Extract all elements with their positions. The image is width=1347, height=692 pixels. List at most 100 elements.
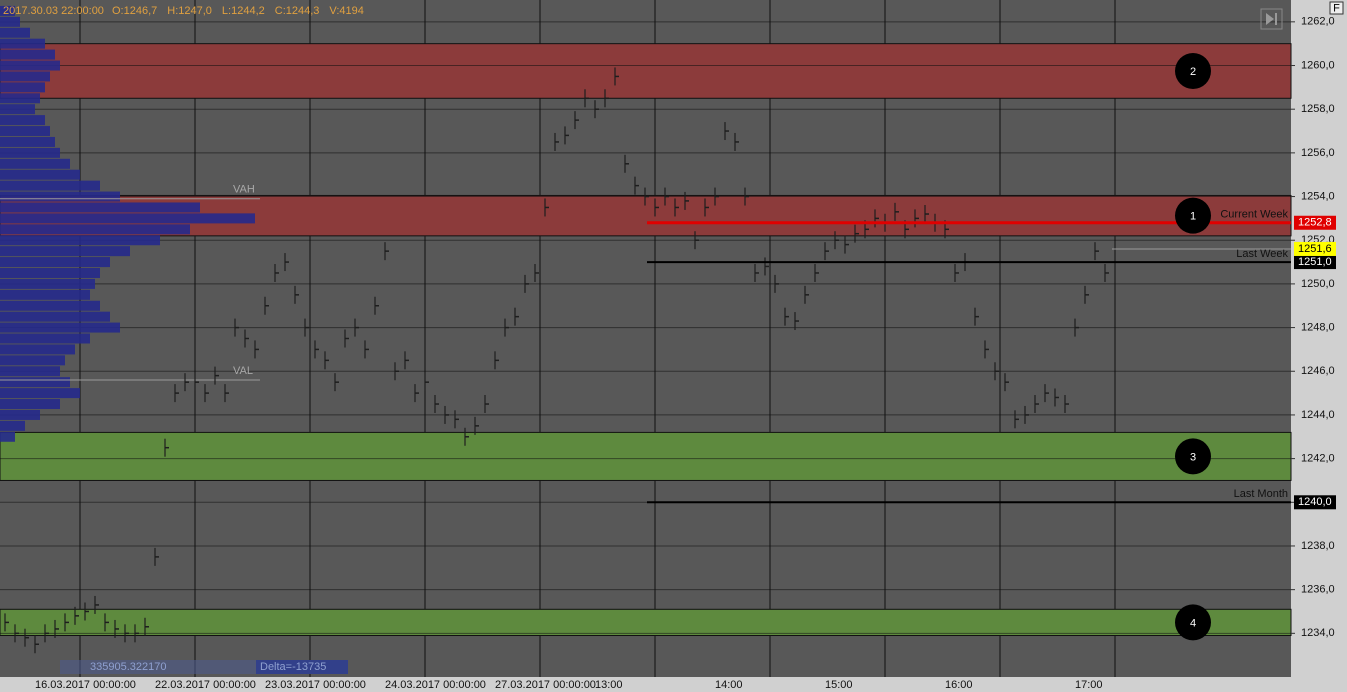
level-tag-label: 1251,0 [1298, 256, 1332, 268]
level-name: Last Week [1236, 248, 1288, 260]
profile-bar [0, 257, 110, 268]
y-tick-label: 1246,0 [1301, 365, 1335, 377]
profile-bar [0, 246, 130, 257]
zone-marker [1175, 197, 1211, 234]
info-label: O:1246,7 [112, 5, 157, 17]
x-tick-label: 16:00 [945, 679, 973, 691]
profile-bar [0, 5, 15, 16]
profile-bar [0, 27, 30, 38]
current-price-label: 1251,6 [1298, 243, 1332, 255]
f-button[interactable] [1329, 1, 1344, 15]
zone-label: 4 [1190, 617, 1196, 629]
zone [0, 43, 1292, 99]
profile-bar [0, 289, 90, 300]
y-axis-bg [1291, 0, 1347, 692]
profile-bar [0, 180, 100, 191]
profile-bar [0, 431, 15, 442]
profile-bar [0, 169, 80, 180]
y-tick-label: 1234,0 [1301, 627, 1335, 639]
level-tag-label: 1252,8 [1298, 217, 1332, 229]
info-label: C:1244,3 [275, 5, 320, 17]
profile-bar [0, 355, 65, 366]
profile-bar [0, 224, 190, 235]
profile-bar [0, 158, 70, 169]
profile-bar [0, 311, 110, 322]
profile-bar [0, 267, 100, 278]
x-axis-bg [0, 677, 1291, 692]
x-tick-label: 23.03.2017 00:00:00 [265, 679, 366, 691]
profile-bar [0, 344, 75, 355]
profile-bar [0, 38, 45, 49]
info-label: L:1244,2 [222, 5, 265, 17]
header-date: 2017.30.03 22:00:00 [3, 5, 104, 17]
profile-bar [0, 300, 100, 311]
profile-bar [0, 322, 120, 333]
info-label: V:4194 [329, 5, 363, 17]
x-tick-label: 15:00 [825, 679, 853, 691]
level-tag-label: 1240,0 [1298, 496, 1332, 508]
profile-bar [0, 202, 200, 213]
footer-label: 335905.322170 [90, 661, 166, 673]
y-tick-label: 1248,0 [1301, 321, 1335, 333]
zone-marker [1175, 52, 1211, 89]
layers: VAH VAL Current Week Last Week Last Month 2 1 3… [0, 5, 1292, 674]
profile-bar [0, 388, 80, 399]
y-tick-label: 1250,0 [1301, 278, 1335, 290]
profile-bar [0, 366, 60, 377]
profile-bar [0, 71, 50, 82]
zone-label: 3 [1190, 451, 1196, 463]
value-area-label: VAL [233, 365, 253, 377]
footer-box [256, 660, 348, 674]
x-tick-label: 24.03.2017 00:00:00 [385, 679, 486, 691]
x-tick-label: 17:00 [1075, 679, 1103, 691]
profile-bar [0, 126, 50, 137]
profile-bar [0, 191, 120, 202]
profile-bar [0, 213, 255, 224]
zone-marker [1175, 604, 1211, 641]
footer-box [60, 660, 256, 674]
profile-bar [0, 278, 95, 289]
y-tick-label: 1238,0 [1301, 540, 1335, 552]
profile-bar [0, 333, 90, 344]
level-tag [1294, 495, 1336, 510]
y-tick-label: 1236,0 [1301, 584, 1335, 596]
plot-bg [0, 0, 1291, 677]
level-name: Last Month [1234, 488, 1288, 500]
footer-label: Delta=-13735 [260, 661, 326, 673]
y-tick-label: 1256,0 [1301, 147, 1335, 159]
x-tick-label: 14:00 [715, 679, 743, 691]
profile-bar [0, 235, 160, 246]
play-button[interactable] [1260, 8, 1283, 30]
profile-bar [0, 377, 70, 388]
profile-bar [0, 409, 40, 420]
play-icon [1266, 13, 1277, 25]
profile-bar [0, 104, 35, 115]
x-tick-label: 22.03.2017 00:00:00 [155, 679, 256, 691]
profile-bar [0, 136, 55, 147]
y-tick-label: 1258,0 [1301, 103, 1335, 115]
profile-bar [0, 49, 55, 60]
x-tick-label: 27.03.2017 00:00:00 [495, 679, 596, 691]
y-tick-label: 1262,0 [1301, 16, 1335, 28]
x-tick-label: 16.03.2017 00:00:00 [35, 679, 136, 691]
y-tick-label: 1260,0 [1301, 59, 1335, 71]
level-tag [1294, 255, 1336, 270]
y-tick-label: 1242,0 [1301, 453, 1335, 465]
y-tick-label: 1244,0 [1301, 409, 1335, 421]
current-price-tag [1294, 241, 1336, 256]
info-label: H:1247,0 [167, 5, 212, 17]
y-tick-label: 1254,0 [1301, 190, 1335, 202]
value-area-label: VAH [233, 184, 255, 196]
profile-bar [0, 93, 40, 104]
profile-bar [0, 60, 60, 71]
zone-marker [1175, 438, 1211, 475]
x-tick-label: 13:00 [595, 679, 623, 691]
zone [0, 431, 1292, 481]
profile-bar [0, 82, 45, 93]
f-label: F [1333, 2, 1340, 14]
zone-label: 2 [1190, 66, 1196, 78]
profile-bar [0, 115, 45, 126]
profile-bar [0, 420, 25, 431]
profile-bar [0, 147, 60, 158]
